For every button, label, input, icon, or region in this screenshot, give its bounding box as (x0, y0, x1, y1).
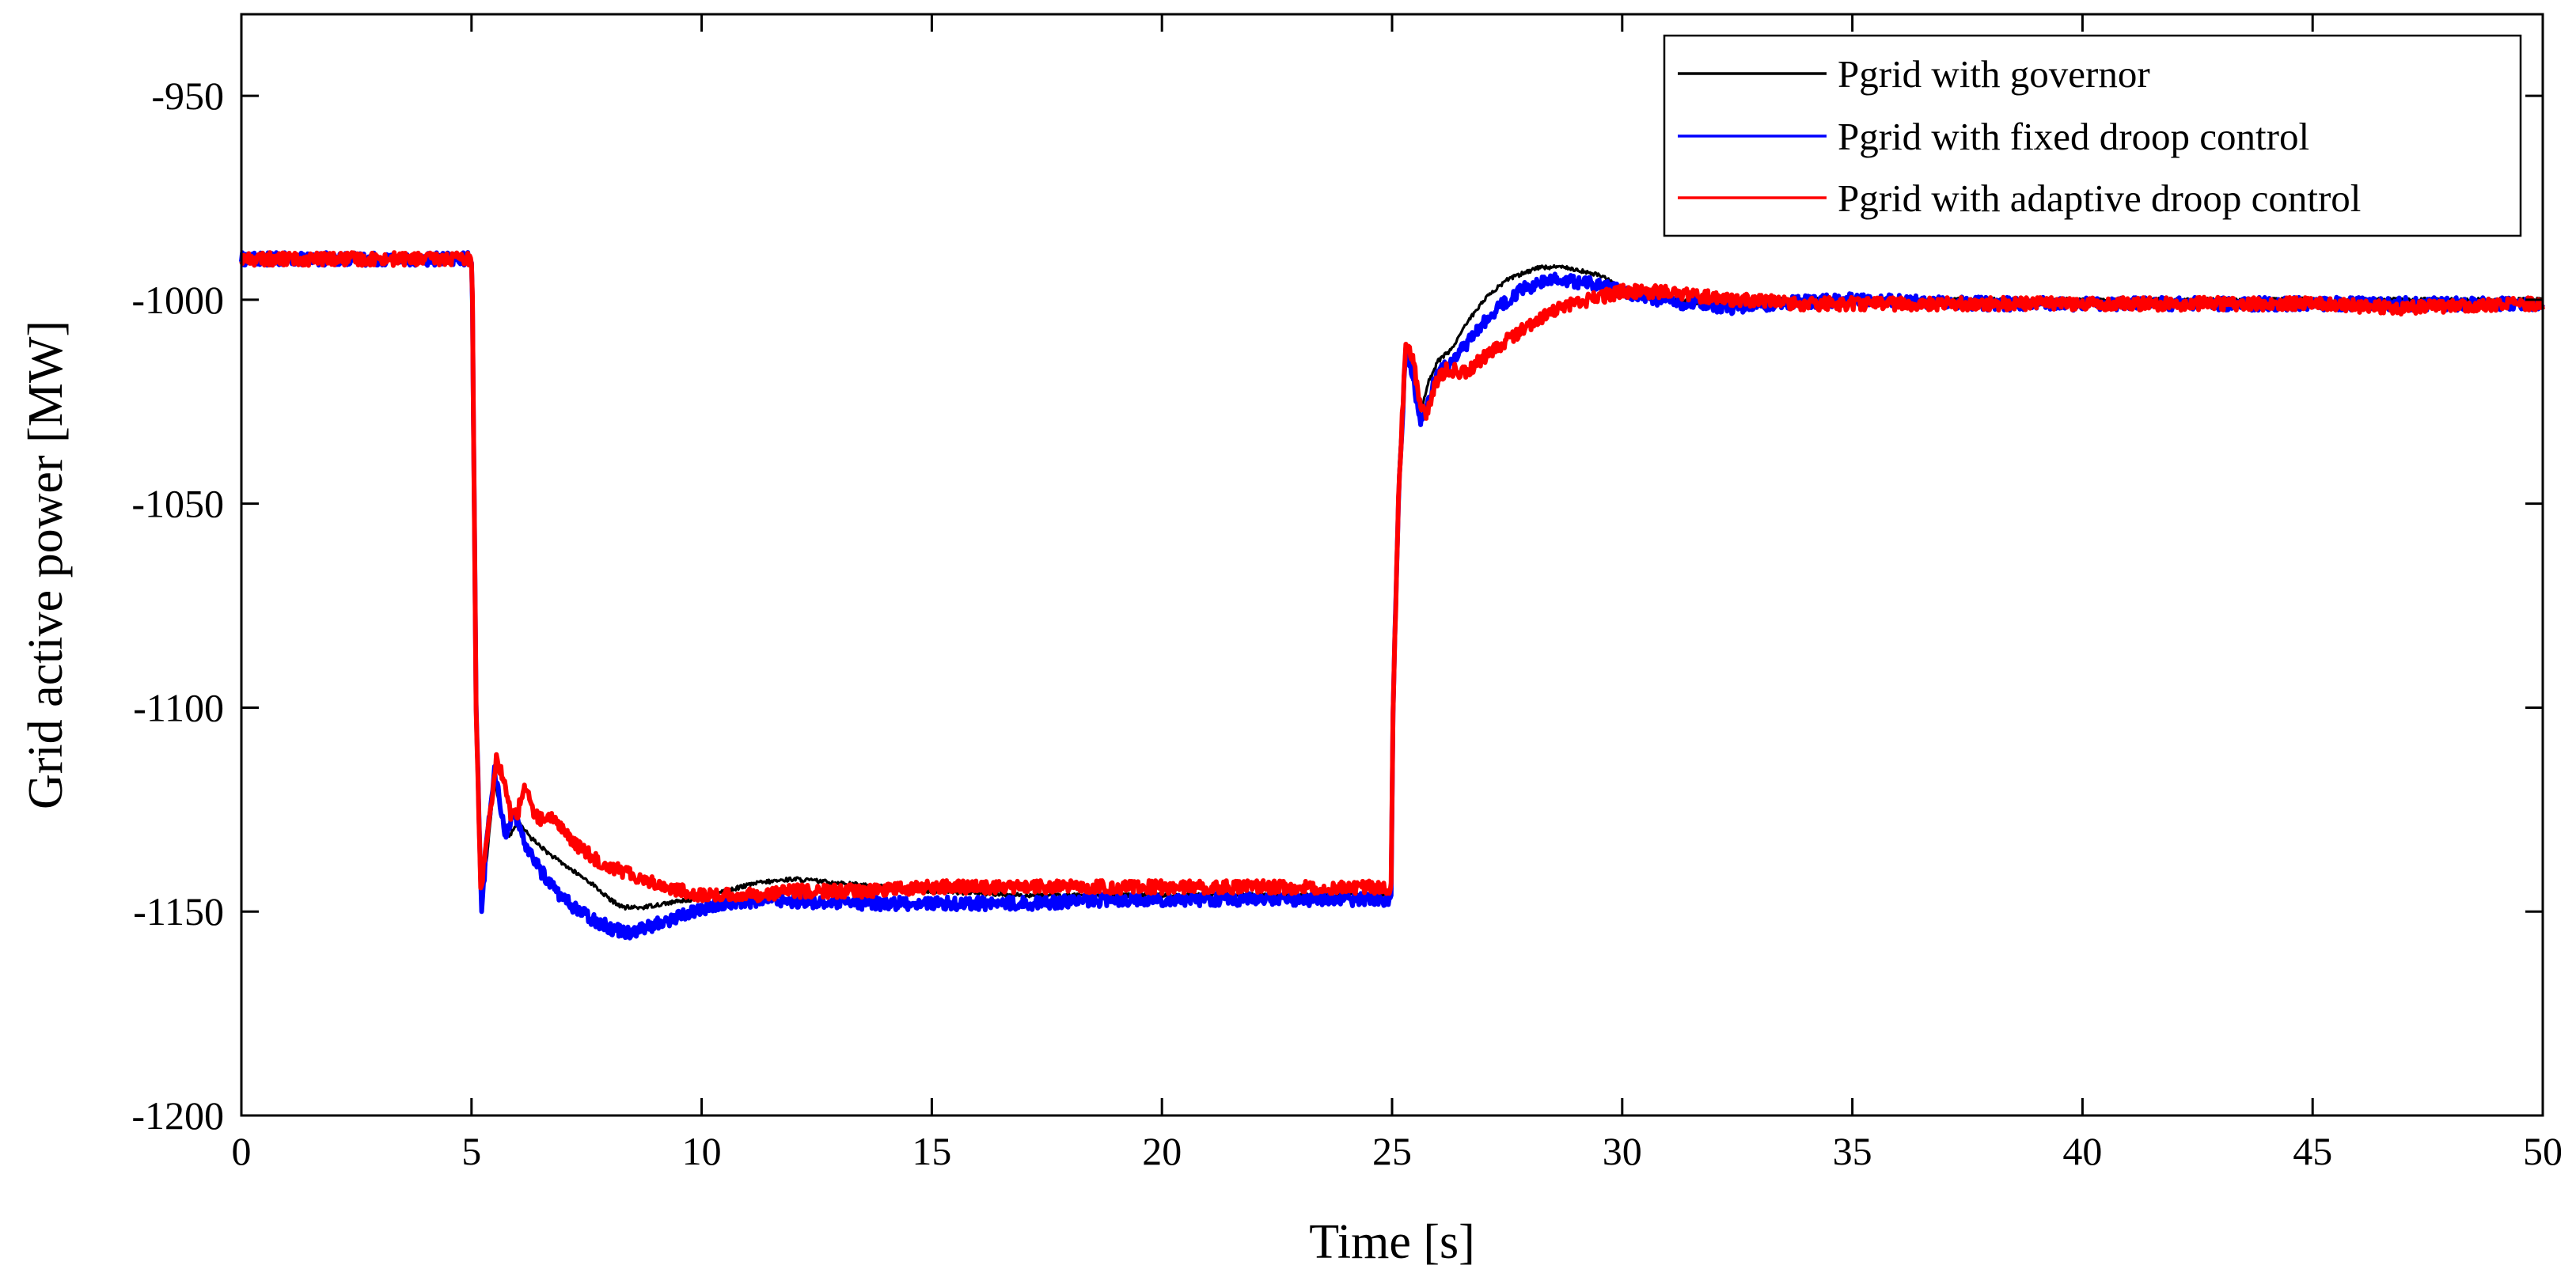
legend: Pgrid with governor Pgrid with fixed dro… (1663, 34, 2522, 237)
legend-label-fixed-droop: Pgrid with fixed droop control (1838, 115, 2309, 158)
y-tick-label: -950 (151, 74, 224, 118)
x-tick-label: 30 (1603, 1129, 1642, 1173)
x-tick-label: 20 (1142, 1129, 1182, 1173)
y-tick-label: -1100 (133, 685, 224, 729)
x-tick-label: 5 (461, 1129, 481, 1173)
x-tick-label: 0 (232, 1129, 252, 1173)
y-tick-label: -1000 (131, 278, 224, 322)
x-tick-label: 45 (2293, 1129, 2332, 1173)
x-axis-label: Time [s] (1309, 1215, 1475, 1269)
tick-layer: 0 5 10 15 20 25 30 35 40 45 50 -1200 -1150 -1100 -1050… (131, 14, 2563, 1173)
legend-label-adaptive-droop: Pgrid with adaptive droop control (1838, 176, 2361, 220)
y-tick-label: -1050 (131, 482, 224, 526)
y-tick-label: -1200 (131, 1093, 224, 1138)
x-tick-label: 50 (2523, 1129, 2563, 1173)
series-layer (239, 250, 2545, 941)
y-tick-label: -1150 (133, 889, 224, 934)
x-tick-label: 35 (1833, 1129, 1872, 1173)
x-tick-label: 15 (912, 1129, 951, 1173)
x-tick-label: 10 (682, 1129, 722, 1173)
x-tick-label: 40 (2062, 1129, 2102, 1173)
legend-label-governor: Pgrid with governor (1838, 52, 2150, 96)
series-line-adaptive-droop (239, 250, 2545, 903)
x-tick-label: 25 (1372, 1129, 1412, 1173)
y-axis-label: Grid active power [MW] (19, 320, 73, 809)
